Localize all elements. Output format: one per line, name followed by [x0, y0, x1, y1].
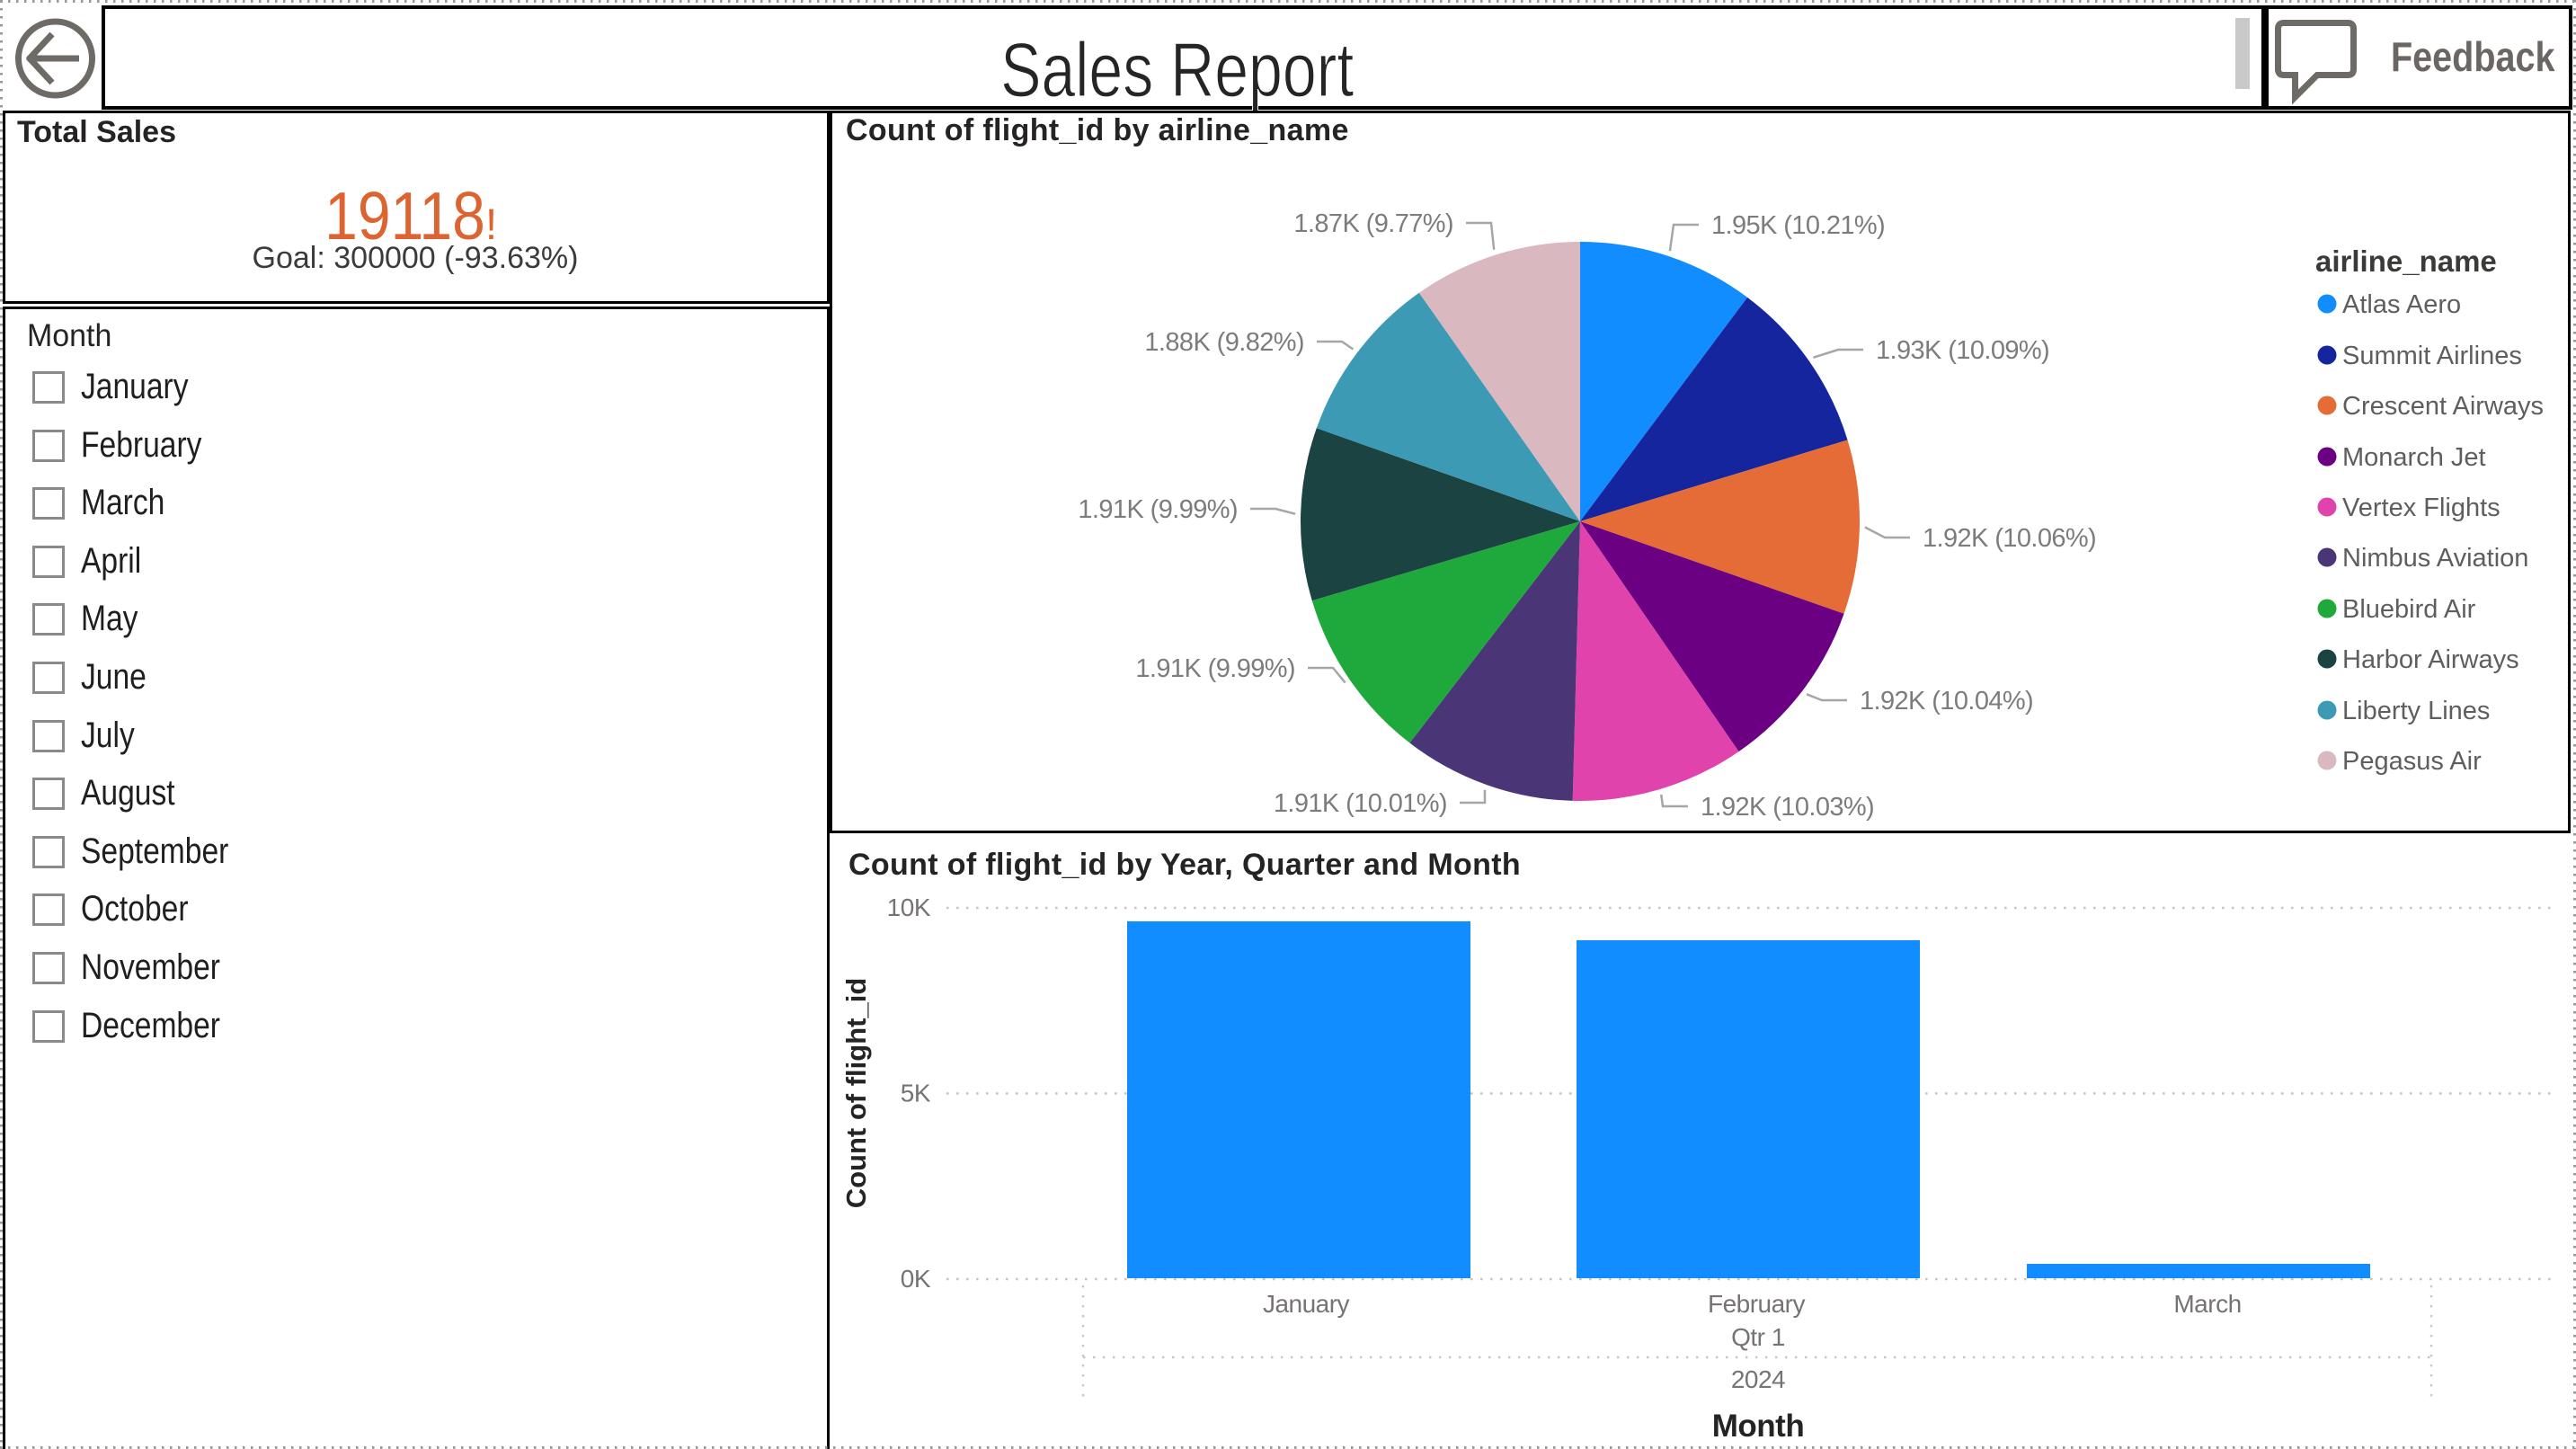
svg-text:Crescent Airways: Crescent Airways [2342, 392, 2544, 421]
svg-text:January: January [1263, 1290, 1350, 1318]
svg-text:March: March [2173, 1290, 2241, 1318]
svg-text:1.92K (10.06%): 1.92K (10.06%) [1923, 524, 2096, 553]
svg-text:1.87K (9.77%): 1.87K (9.77%) [1293, 209, 1453, 238]
svg-text:1.92K (10.04%): 1.92K (10.04%) [1860, 687, 2033, 716]
svg-text:2024: 2024 [1731, 1365, 1785, 1393]
svg-text:Summit Airlines: Summit Airlines [2342, 342, 2522, 370]
svg-text:Vertex Flights: Vertex Flights [2342, 493, 2500, 522]
svg-text:5K: 5K [901, 1080, 931, 1107]
svg-text:airline_name: airline_name [2315, 244, 2497, 278]
svg-text:Count of flight_id: Count of flight_id [840, 978, 872, 1209]
svg-text:1.95K (10.21%): 1.95K (10.21%) [1711, 211, 1885, 240]
svg-text:Pegasus Air: Pegasus Air [2342, 747, 2482, 776]
svg-text:Nimbus Aviation: Nimbus Aviation [2342, 544, 2528, 573]
svg-text:Harbor Airways: Harbor Airways [2342, 645, 2519, 674]
svg-text:1.93K (10.09%): 1.93K (10.09%) [1876, 336, 2049, 365]
svg-text:1.92K (10.03%): 1.92K (10.03%) [1701, 793, 1874, 822]
svg-text:Atlas Aero: Atlas Aero [2342, 290, 2461, 319]
svg-text:1.91K (10.01%): 1.91K (10.01%) [1274, 789, 1447, 818]
svg-text:Month: Month [1712, 1409, 1804, 1444]
svg-text:Liberty Lines: Liberty Lines [2342, 697, 2490, 725]
svg-text:Monarch Jet: Monarch Jet [2342, 443, 2486, 472]
svg-text:1.91K (9.99%): 1.91K (9.99%) [1135, 654, 1295, 683]
svg-text:Qtr 1: Qtr 1 [1731, 1323, 1785, 1351]
svg-text:0K: 0K [901, 1265, 931, 1293]
svg-text:Bluebird Air: Bluebird Air [2342, 595, 2476, 624]
svg-text:1.91K (9.99%): 1.91K (9.99%) [1078, 495, 1238, 524]
svg-text:1.88K (9.82%): 1.88K (9.82%) [1144, 328, 1304, 357]
svg-text:February: February [1708, 1290, 1806, 1318]
svg-text:10K: 10K [887, 893, 931, 921]
